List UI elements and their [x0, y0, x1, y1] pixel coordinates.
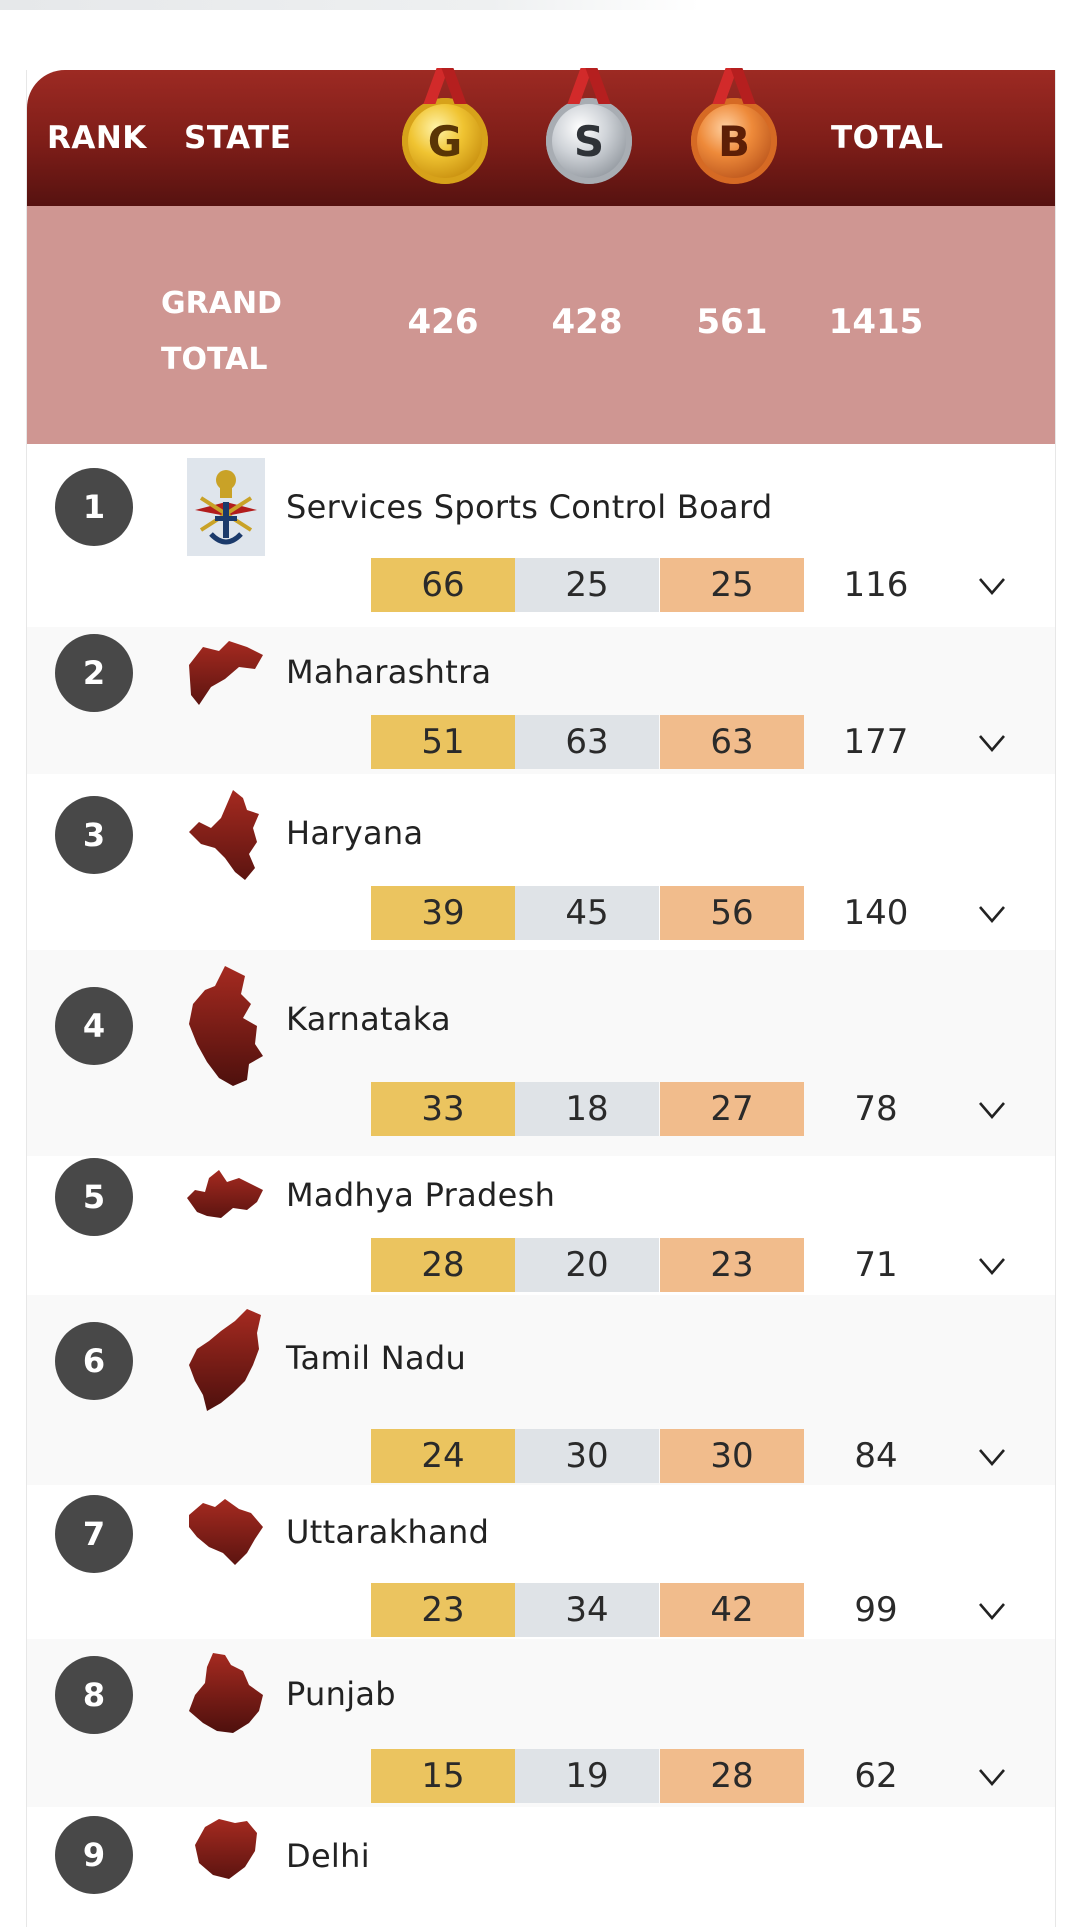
state-name: Madhya Pradesh: [286, 1176, 556, 1214]
rank-badge: 3: [55, 796, 133, 874]
gold-count: 23: [371, 1583, 515, 1637]
table-row[interactable]: 5 Madhya Pradesh 28 20 23 71: [27, 1156, 1055, 1295]
silver-count: 34: [515, 1583, 659, 1637]
chevron-down-icon[interactable]: [977, 570, 1007, 600]
grand-total-label: GRAND TOTAL: [161, 276, 282, 388]
bronze-medal-letter: B: [717, 116, 750, 166]
gold-count: 51: [371, 715, 515, 769]
state-name: Services Sports Control Board: [286, 488, 773, 526]
silver-count: 30: [515, 1429, 659, 1483]
silver-medal-letter: S: [573, 116, 605, 166]
rank-badge: 1: [55, 468, 133, 546]
chevron-down-icon[interactable]: [977, 898, 1007, 928]
total-count: 116: [843, 565, 909, 605]
rank-badge: 6: [55, 1322, 133, 1400]
silver-count: 45: [515, 886, 659, 940]
table-header: RANK STATE G S B TOTAL: [27, 70, 1055, 206]
state-name: Haryana: [286, 814, 424, 852]
gold-count: 15: [371, 1749, 515, 1803]
gold-count: 28: [371, 1238, 515, 1292]
rank-badge: 9: [55, 1816, 133, 1894]
silver-count: 25: [515, 558, 659, 612]
table-row[interactable]: 9 Delhi: [27, 1807, 1055, 1927]
table-row[interactable]: 2 Maharashtra 51 63 63 177: [27, 627, 1055, 774]
karnataka-map-icon: [189, 966, 263, 1086]
rank-badge: 8: [55, 1656, 133, 1734]
grand-total-label-line1: GRAND: [161, 286, 282, 321]
gold-count: 39: [371, 886, 515, 940]
state-name: Uttarakhand: [286, 1513, 490, 1551]
silver-count: 18: [515, 1082, 659, 1136]
bronze-count: 25: [660, 558, 804, 612]
chevron-down-icon[interactable]: [977, 1094, 1007, 1124]
total-count: 84: [854, 1436, 898, 1476]
rank-column-header: RANK: [47, 120, 147, 156]
state-name: Delhi: [286, 1837, 370, 1875]
gold-count: 33: [371, 1082, 515, 1136]
gold-medal-icon: G: [402, 98, 488, 184]
bronze-medal-icon: B: [691, 98, 777, 184]
state-name: Karnataka: [286, 1000, 451, 1038]
services-emblem-icon: [187, 458, 265, 556]
chevron-down-icon[interactable]: [977, 1441, 1007, 1471]
grand-total-label-line2: TOTAL: [161, 342, 268, 377]
grand-total-bronze: 561: [696, 302, 768, 342]
uttarakhand-map-icon: [189, 1499, 263, 1565]
total-count: 140: [843, 893, 909, 933]
madhya-pradesh-map-icon: [187, 1170, 263, 1218]
table-row[interactable]: 1 Services Sports Control Board 66 25 25…: [27, 444, 1055, 627]
grand-total-overall: 1415: [828, 302, 924, 342]
bronze-count: 63: [660, 715, 804, 769]
maharashtra-map-icon: [189, 641, 263, 705]
bronze-count: 42: [660, 1583, 804, 1637]
bronze-count: 28: [660, 1749, 804, 1803]
table-row[interactable]: 6 Tamil Nadu 24 30 30 84: [27, 1295, 1055, 1485]
total-count: 177: [843, 722, 909, 762]
total-count: 78: [854, 1089, 898, 1129]
total-count: 71: [854, 1245, 898, 1285]
grand-total-gold: 426: [407, 302, 479, 342]
chevron-down-icon[interactable]: [977, 1250, 1007, 1280]
chevron-down-icon[interactable]: [977, 1595, 1007, 1625]
top-scroll-indicator: [0, 0, 700, 10]
silver-count: 20: [515, 1238, 659, 1292]
total-count: 99: [854, 1590, 898, 1630]
chevron-down-icon[interactable]: [977, 727, 1007, 757]
table-row[interactable]: 4 Karnataka 33 18 27 78: [27, 950, 1055, 1156]
bronze-count: 56: [660, 886, 804, 940]
gold-count: 66: [371, 558, 515, 612]
tamil-nadu-map-icon: [189, 1309, 261, 1411]
haryana-map-icon: [189, 790, 259, 880]
bronze-count: 30: [660, 1429, 804, 1483]
rank-badge: 7: [55, 1495, 133, 1573]
table-row[interactable]: 3 Haryana 39 45 56 140: [27, 774, 1055, 950]
bronze-count: 27: [660, 1082, 804, 1136]
table-row[interactable]: 8 Punjab 15 19 28 62: [27, 1639, 1055, 1807]
table-row[interactable]: 7 Uttarakhand 23 34 42 99: [27, 1485, 1055, 1639]
medal-tally-table: RANK STATE G S B TOTAL GRAND TOTAL 426 4…: [26, 70, 1056, 1927]
rank-badge: 4: [55, 987, 133, 1065]
gold-medal-letter: G: [427, 116, 463, 166]
grand-total-silver: 428: [551, 302, 623, 342]
state-name: Punjab: [286, 1675, 396, 1713]
grand-total-row: GRAND TOTAL 426 428 561 1415: [27, 206, 1055, 444]
delhi-map-icon: [195, 1819, 257, 1879]
state-name: Maharashtra: [286, 653, 492, 691]
total-count: 62: [854, 1756, 898, 1796]
total-column-header: TOTAL: [831, 120, 944, 156]
silver-count: 19: [515, 1749, 659, 1803]
state-name: Tamil Nadu: [286, 1339, 467, 1377]
silver-count: 63: [515, 715, 659, 769]
gold-count: 24: [371, 1429, 515, 1483]
silver-medal-icon: S: [546, 98, 632, 184]
bronze-count: 23: [660, 1238, 804, 1292]
punjab-map-icon: [189, 1653, 263, 1733]
state-column-header: STATE: [184, 120, 292, 156]
rank-badge: 2: [55, 634, 133, 712]
chevron-down-icon[interactable]: [977, 1761, 1007, 1791]
rank-badge: 5: [55, 1158, 133, 1236]
